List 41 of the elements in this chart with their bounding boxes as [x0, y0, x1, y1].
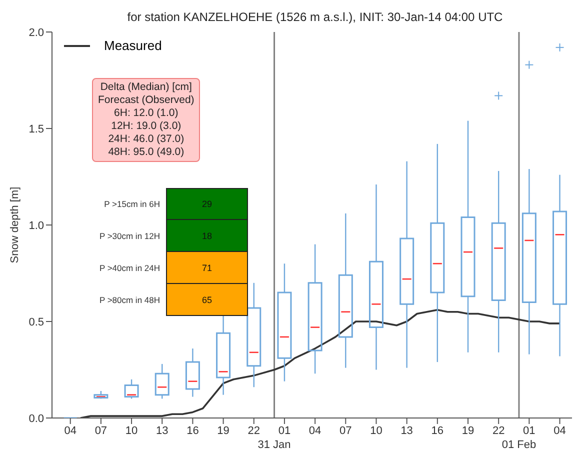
x-tick-label: 16 [431, 424, 444, 437]
annotation: Forecast (Observed) [98, 94, 194, 107]
y-tick-label: 1.5 [28, 123, 44, 136]
x-tick-label: 07 [340, 424, 352, 437]
x-tick-label: 22 [492, 424, 505, 437]
y-tick-label: 1.0 [28, 220, 44, 232]
x-tick-label: 01 [278, 424, 291, 437]
annotation: 24H: 46.0 (37.0) [107, 133, 186, 146]
annotation: 65 [166, 283, 248, 316]
x-tick-label: 04 [308, 424, 322, 437]
annotation: 48H: 95.0 (49.0) [107, 146, 186, 159]
x-tick-label: 19 [217, 424, 230, 437]
x-tick-label: 04 [554, 424, 566, 437]
ref-line-label: 31 Jan [258, 439, 291, 451]
ref-line-label: 01 Feb [502, 439, 536, 451]
annotation: 29 [166, 188, 248, 220]
y-axis-title: Snow depth [m] [8, 186, 21, 264]
x-tick-label: 19 [462, 424, 474, 437]
legend-label: Measured [104, 38, 162, 53]
annotation: 12H: 19.0 (3.0) [110, 120, 182, 133]
x-tick-label: 04 [64, 424, 76, 437]
annotation: P >80cm in 48H [98, 295, 161, 305]
y-tick-label: 0.5 [28, 316, 44, 328]
x-tick-label: 01 [523, 424, 536, 437]
chart-title: for station KANZELHOEHE (1526 m a.s.l.), INIT: 30-Jan-14 04:00 UTC [126, 10, 504, 24]
annotation: Delta (Median) [cm] [99, 81, 193, 94]
x-tick-label: 10 [370, 424, 382, 437]
annotation: 71 [166, 251, 248, 284]
x-tick-label: 07 [94, 424, 108, 437]
y-tick-label: 2.0 [28, 26, 44, 39]
annotation: 18 [166, 219, 248, 252]
x-tick-label: 22 [248, 424, 260, 437]
x-tick-label: 13 [400, 424, 413, 437]
y-tick-label: 0.0 [28, 412, 44, 425]
annotation: P >30cm in 12H [98, 231, 161, 241]
x-tick-label: 13 [156, 424, 168, 437]
annotation: P >40cm in 24H [98, 263, 161, 273]
annotation: 6H: 12.0 (1.0) [113, 107, 180, 120]
x-tick-label: 10 [125, 424, 138, 437]
x-tick-label: 16 [186, 424, 199, 437]
annotation: P >15cm in 6H [103, 199, 161, 209]
